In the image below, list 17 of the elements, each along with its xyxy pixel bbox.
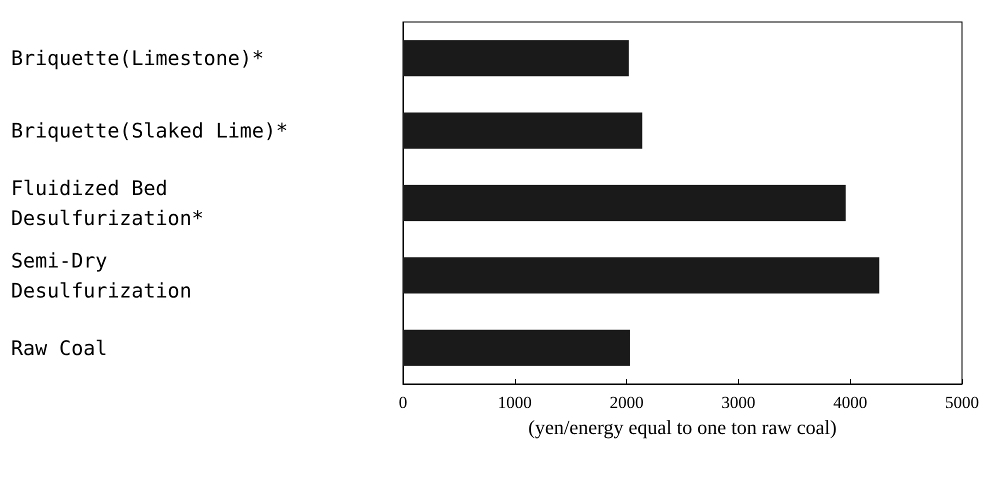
bar	[403, 112, 642, 149]
x-axis-title: (yen/energy equal to one ton raw coal)	[528, 417, 837, 439]
x-tick-label: 4000	[833, 393, 868, 412]
y-tick-label: Briquette(Limestone)*	[11, 46, 264, 70]
y-tick-label: Briquette(Slaked Lime)*	[11, 118, 288, 143]
x-tick-label: 3000	[721, 393, 756, 412]
bar	[403, 330, 630, 366]
y-tick-label: Semi-Dry Desulfurization	[11, 248, 192, 302]
x-tick-label: 2000	[610, 393, 644, 412]
y-tick-label: Fluidized Bed Desulfurization*	[11, 176, 204, 230]
x-tick-label: 1000	[498, 393, 532, 412]
x-tick-label: 0	[398, 393, 408, 412]
y-tick-label: Raw Coal	[11, 336, 108, 360]
bar	[403, 184, 846, 222]
x-tick-label: 5000	[945, 393, 979, 412]
bar	[403, 257, 880, 294]
bar	[403, 40, 629, 76]
